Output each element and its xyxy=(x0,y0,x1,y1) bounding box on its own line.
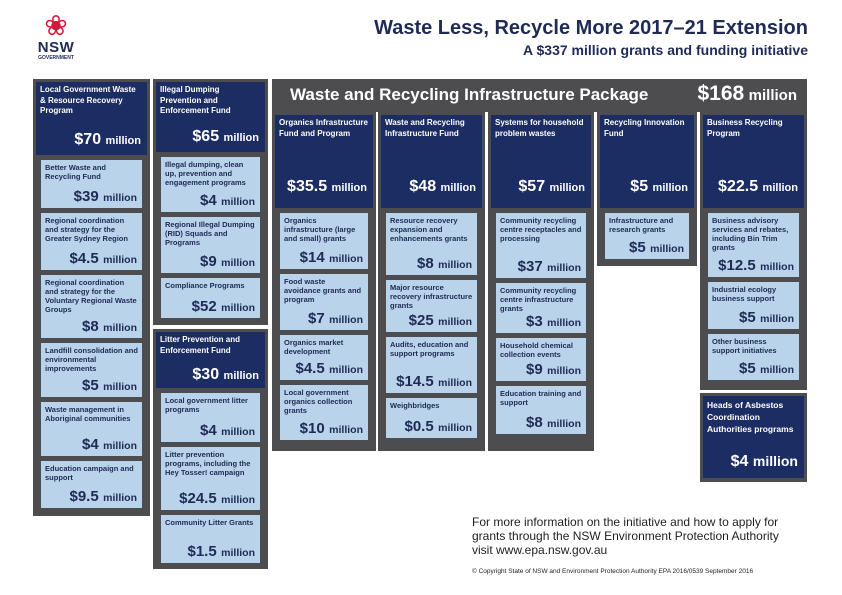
logo-nsw-text: NSW xyxy=(37,39,75,56)
fund-header: Litter Prevention and Enforcement Fund $… xyxy=(156,332,265,388)
grant-card: Local government litter programs $4 mill… xyxy=(161,393,260,442)
grant-card: Waste management in Aboriginal communiti… xyxy=(41,402,142,456)
fund-amount: $30 million xyxy=(192,366,259,383)
grant-card: Regional coordination and strategy for t… xyxy=(41,213,142,270)
grant-card: Resource recovery expansion and enhancem… xyxy=(386,213,477,275)
column-household-problem-wastes: Systems for household problem wastes $57… xyxy=(488,112,594,451)
fund-header: Organics Infrastructure Fund and Program… xyxy=(275,115,373,208)
grant-card: Organics infrastructure (large and small… xyxy=(280,213,368,269)
grant-card: Weighbridges $0.5 million xyxy=(386,398,477,438)
column-litter-prevention: Litter Prevention and Enforcement Fund $… xyxy=(153,329,268,569)
fund-name: Heads of Asbestos Coordination Authoriti… xyxy=(707,400,794,434)
grant-card: Industrial ecology business support $5 m… xyxy=(708,282,799,329)
grant-card: Food waste avoidance grants and program … xyxy=(280,274,368,330)
fund-amount: $5 million xyxy=(630,178,688,195)
fund-name: Litter Prevention and Enforcement Fund xyxy=(160,335,241,355)
grant-card: Local government organics collection gra… xyxy=(280,385,368,440)
grant-card: Better Waste and Recycling Fund $39 mill… xyxy=(41,160,142,208)
grant-card: Compliance Programs $52 million xyxy=(161,278,260,318)
waratah-flower-icon: ❀ xyxy=(44,10,68,41)
fund-amount: $4 million xyxy=(730,453,798,470)
grant-card: Community recycling centre receptacles a… xyxy=(496,213,586,278)
fund-name: Systems for household problem wastes xyxy=(495,118,584,138)
page-subtitle: A $337 million grants and funding initia… xyxy=(523,42,808,58)
fund-amount: $70 million xyxy=(74,131,141,148)
fund-name: Organics Infrastructure Fund and Program xyxy=(279,118,368,138)
fund-name: Recycling Innovation Fund xyxy=(604,118,685,138)
grant-card: Litter prevention programs, including th… xyxy=(161,447,260,510)
fund-header: Recycling Innovation Fund $5 million xyxy=(600,115,694,208)
fund-header: Illegal Dumping Prevention and Enforceme… xyxy=(156,82,265,152)
grant-card: Landfill consolidation and environmental… xyxy=(41,343,142,397)
infrastructure-package-banner: Waste and Recycling Infrastructure Packa… xyxy=(272,79,807,112)
column-waste-recycling-infrastructure: Waste and Recycling Infrastructure Fund … xyxy=(378,112,485,451)
logo-government-text: GOVERNMENT xyxy=(38,55,74,61)
fund-amount: $35.5 million xyxy=(287,178,367,195)
grant-card: Audits, education and support programs $… xyxy=(386,337,477,393)
package-amount: $168 million xyxy=(697,82,797,105)
column-asbestos-authorities: Heads of Asbestos Coordination Authoriti… xyxy=(700,393,807,482)
nsw-government-logo: ❀ NSW GOVERNMENT xyxy=(30,12,82,68)
grant-card: Community Litter Grants $1.5 million xyxy=(161,515,260,563)
grant-card: Business advisory services and rebates, … xyxy=(708,213,799,277)
copyright-line: © Copyright State of NSW and Environment… xyxy=(472,568,754,575)
fund-amount: $22.5 million xyxy=(718,178,798,195)
column-recycling-innovation: Recycling Innovation Fund $5 million Inf… xyxy=(597,112,697,266)
fund-header: Waste and Recycling Infrastructure Fund … xyxy=(381,115,482,208)
grant-card: Infrastructure and research grants $5 mi… xyxy=(605,213,689,259)
fund-name: Business Recycling Program xyxy=(707,118,783,138)
package-name: Waste and Recycling Infrastructure Packa… xyxy=(290,85,649,104)
column-organics: Organics Infrastructure Fund and Program… xyxy=(272,112,376,451)
fund-header: Heads of Asbestos Coordination Authoriti… xyxy=(703,396,804,478)
grant-card: Organics market development $4.5 million xyxy=(280,335,368,380)
grant-card: Household chemical collection events $9 … xyxy=(496,338,586,381)
fund-name: Waste and Recycling Infrastructure Fund xyxy=(385,118,465,138)
fund-name: Illegal Dumping Prevention and Enforceme… xyxy=(160,85,231,115)
fund-header: Local Government Waste & Resource Recove… xyxy=(36,82,147,155)
grant-card: Other business support initiatives $5 mi… xyxy=(708,334,799,380)
fund-amount: $48 million xyxy=(409,178,476,195)
grant-card: Regional Illegal Dumping (RID) Squads an… xyxy=(161,217,260,273)
grant-card: Major resource recovery infrastructure g… xyxy=(386,280,477,332)
grant-card: Regional coordination and strategy for t… xyxy=(41,275,142,338)
grant-card: Education training and support $8 millio… xyxy=(496,386,586,434)
column-illegal-dumping: Illegal Dumping Prevention and Enforceme… xyxy=(153,79,268,325)
more-information-text: For more information on the initiative a… xyxy=(472,515,779,557)
fund-name: Local Government Waste & Resource Recove… xyxy=(40,85,136,115)
grant-card: Illegal dumping, clean up, prevention an… xyxy=(161,157,260,212)
column-local-government-waste: Local Government Waste & Resource Recove… xyxy=(33,79,150,516)
fund-header: Business Recycling Program $22.5 million xyxy=(703,115,804,208)
fund-header: Systems for household problem wastes $57… xyxy=(491,115,591,208)
grant-card: Education campaign and support $9.5 mill… xyxy=(41,461,142,508)
column-business-recycling: Business Recycling Program $22.5 million… xyxy=(700,112,807,390)
fund-amount: $65 million xyxy=(192,128,259,145)
fund-amount: $57 million xyxy=(518,178,585,195)
page-title: Waste Less, Recycle More 2017–21 Extensi… xyxy=(374,17,808,39)
grant-card: Community recycling centre infrastructur… xyxy=(496,283,586,333)
